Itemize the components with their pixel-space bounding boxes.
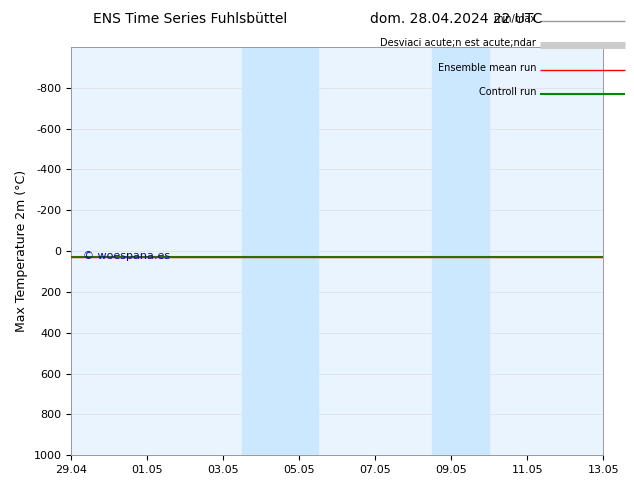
Bar xyxy=(242,47,318,455)
Text: Desviaci acute;n est acute;ndar: Desviaci acute;n est acute;ndar xyxy=(380,38,536,48)
Text: Ensemble mean run: Ensemble mean run xyxy=(438,63,536,73)
Text: ENS Time Series Fuhlsbüttel: ENS Time Series Fuhlsbüttel xyxy=(93,12,287,26)
Text: Controll run: Controll run xyxy=(479,87,536,97)
Text: dom. 28.04.2024 22 UTC: dom. 28.04.2024 22 UTC xyxy=(370,12,543,26)
Text: min/max: min/max xyxy=(493,14,536,24)
Bar xyxy=(432,47,489,455)
Y-axis label: Max Temperature 2m (°C): Max Temperature 2m (°C) xyxy=(15,170,28,332)
Bar xyxy=(71,47,603,455)
Text: © woespana.es: © woespana.es xyxy=(82,251,170,261)
